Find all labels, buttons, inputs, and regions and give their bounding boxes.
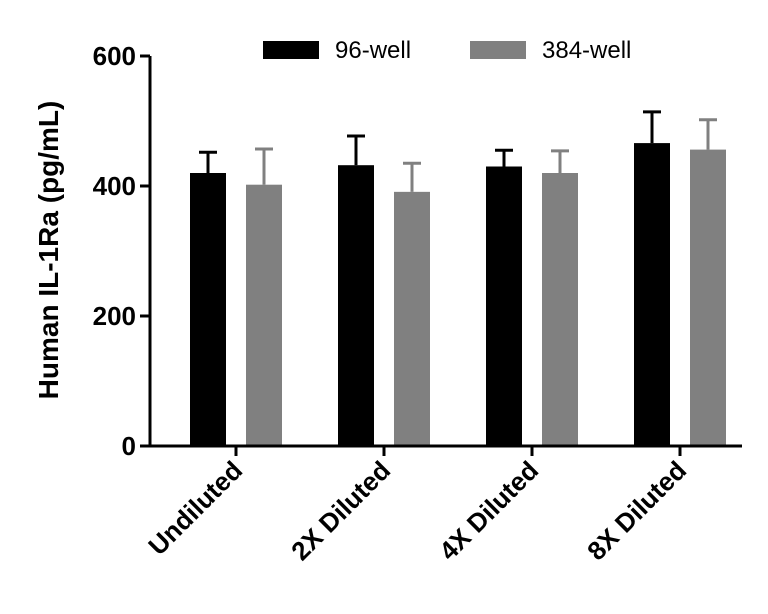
x-tick-label: 8X Diluted [581, 455, 692, 566]
legend-swatch-384-well [470, 41, 526, 59]
bars-group [190, 143, 726, 446]
x-axis: Undiluted 2X Diluted 4X Diluted 8X Diluted [142, 444, 742, 566]
x-tick-label: 4X Diluted [433, 455, 544, 566]
bar-8x-diluted-96-well [634, 143, 670, 446]
error-bars-group [199, 110, 717, 192]
legend-label-384-well: 384-well [542, 37, 631, 64]
bar-undiluted-384-well [246, 184, 282, 446]
x-tick-label: 2X Diluted [285, 455, 396, 566]
bar-2x-diluted-96-well [338, 165, 374, 446]
bar-2x-diluted-384-well [394, 191, 430, 446]
y-tick-label: 400 [93, 171, 136, 201]
y-tick-label: 600 [93, 41, 136, 71]
bar-8x-diluted-384-well [690, 149, 726, 446]
y-tick-label: 0 [122, 431, 136, 461]
legend-label-96-well: 96-well [335, 37, 411, 64]
y-tick-label: 200 [93, 301, 136, 331]
legend-swatch-96-well [263, 41, 319, 59]
x-tick-label: Undiluted [142, 455, 248, 561]
bar-undiluted-96-well [190, 173, 226, 446]
bar-4x-diluted-96-well [486, 166, 522, 446]
bar-4x-diluted-384-well [542, 173, 578, 446]
y-axis-label: Human IL-1Ra (pg/mL) [33, 101, 64, 400]
legend: 96-well 384-well [263, 37, 631, 64]
y-axis: 0 200 400 600 [93, 41, 152, 461]
